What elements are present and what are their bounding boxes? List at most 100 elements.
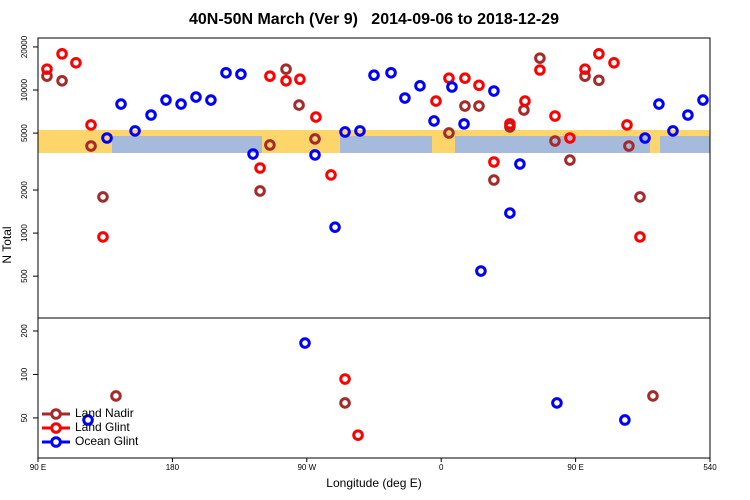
point: [504, 207, 516, 219]
point: [280, 75, 292, 87]
y-tick-label: 20000: [20, 35, 29, 58]
point: [339, 126, 351, 138]
point: [309, 149, 321, 161]
point: [549, 135, 561, 147]
map-band: [38, 130, 710, 153]
legend-marker: [50, 436, 62, 448]
point: [354, 125, 366, 137]
point: [519, 95, 531, 107]
point: [514, 158, 526, 170]
point: [504, 118, 516, 130]
point: [608, 56, 620, 69]
legend-label: Land Nadir: [75, 406, 134, 420]
point: [175, 98, 187, 110]
ocean: [340, 136, 432, 153]
y-tick-label: 100: [20, 367, 29, 381]
legend-label: Land Glint: [75, 420, 130, 434]
point: [56, 75, 68, 87]
point: [564, 154, 576, 166]
point: [339, 373, 351, 385]
plot-frame: [37, 317, 711, 459]
y-axis-label: N Total: [0, 226, 14, 263]
point: [97, 191, 109, 203]
ocean: [660, 136, 710, 153]
point: [97, 231, 109, 243]
point: [488, 156, 500, 168]
point: [329, 221, 341, 233]
point: [264, 70, 276, 82]
ocean: [112, 136, 262, 153]
point: [310, 111, 322, 123]
x-tick-label: 90 E: [567, 463, 583, 472]
y-tick-label: 5000: [20, 124, 29, 142]
y-tick-label: 500: [20, 269, 29, 283]
point: [160, 94, 172, 106]
point: [299, 337, 311, 349]
chart-title: 40N-50N March (Ver 9) 2014-09-06 to 2018…: [189, 11, 559, 28]
point: [41, 70, 53, 82]
point: [667, 125, 679, 137]
point: [70, 56, 82, 69]
point: [399, 92, 411, 104]
point: [623, 140, 635, 152]
point: [82, 414, 94, 426]
point: [475, 265, 487, 277]
point: [682, 109, 694, 121]
point: [459, 72, 471, 84]
point: [428, 115, 440, 127]
x-tick-label: 540: [703, 463, 717, 472]
point: [473, 100, 485, 112]
point: [697, 94, 709, 106]
point: [129, 125, 141, 137]
point: [280, 63, 292, 75]
point: [41, 63, 53, 75]
y-tick-label: 2000: [20, 181, 29, 199]
point: [534, 52, 546, 64]
legend-marker: [50, 422, 62, 434]
y-tick-label: 200: [20, 324, 29, 338]
point: [294, 73, 306, 86]
x-tick-label: 90 E: [30, 463, 46, 472]
point: [414, 80, 426, 92]
point: [564, 132, 576, 144]
point: [459, 100, 471, 112]
point: [639, 132, 651, 144]
point: [488, 85, 500, 97]
point: [293, 99, 305, 111]
point: [220, 66, 232, 79]
point: [549, 110, 561, 122]
point: [145, 109, 157, 121]
point: [488, 174, 500, 186]
point: [85, 119, 97, 131]
point: [264, 139, 276, 151]
point: [634, 191, 646, 203]
point: [579, 70, 591, 82]
legend-label: Ocean Glint: [75, 434, 139, 448]
point: [254, 162, 266, 174]
y-tick-label: 1000: [20, 224, 29, 242]
point: [634, 231, 646, 243]
point: [619, 414, 631, 426]
point: [235, 68, 247, 81]
point: [385, 66, 397, 79]
point: [247, 148, 259, 160]
point: [309, 133, 321, 145]
y-tick-label: 10000: [20, 78, 29, 101]
x-axis-label: Longitude (deg E): [326, 476, 421, 490]
point: [368, 69, 380, 81]
point: [325, 169, 337, 181]
point: [621, 119, 633, 131]
point: [190, 91, 202, 103]
x-tick-label: 0: [439, 463, 444, 472]
point: [85, 140, 97, 152]
point: [430, 95, 442, 107]
point: [473, 79, 485, 92]
point: [352, 429, 364, 441]
point: [254, 185, 266, 197]
y-tick-label: 50: [20, 413, 29, 422]
point: [443, 127, 455, 139]
point: [458, 118, 470, 130]
point: [56, 48, 68, 60]
